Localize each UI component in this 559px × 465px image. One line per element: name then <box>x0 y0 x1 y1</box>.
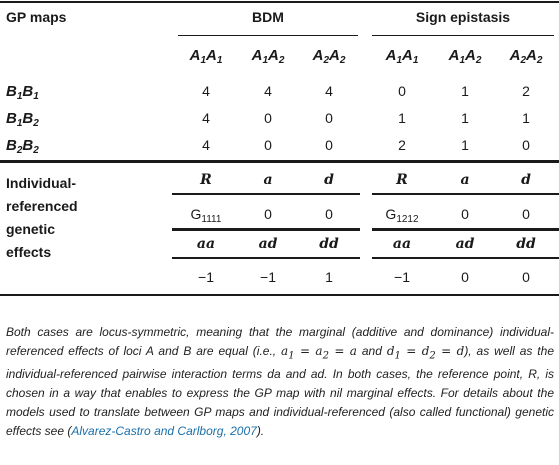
effect-symbol: d <box>324 172 334 188</box>
genotype-b-label: B1B1 <box>6 83 39 102</box>
footnote-text-4: ). <box>256 424 265 439</box>
group-sign-epistasis: Sign epistasis <box>415 9 511 25</box>
table-cell: 0 <box>522 137 530 153</box>
effects-label-line-2: referenced <box>6 198 78 214</box>
genotype-a-header: A2A2 <box>312 47 346 66</box>
genotype-a-header: A1A1 <box>385 47 419 66</box>
table-cell: 0 <box>325 110 333 126</box>
effect-symbol: dd <box>516 236 536 252</box>
effect-symbol: a <box>263 172 273 188</box>
effects-label-line-3: genetic <box>6 221 56 237</box>
footnote-text-2: and <box>356 344 387 358</box>
table-cell: 2 <box>398 137 406 153</box>
table-cell: 4 <box>264 83 272 99</box>
footnote-text-3: ), as well as the individual-referenced … <box>6 344 554 439</box>
effect-value: 1 <box>325 269 333 285</box>
effect-value: −1 <box>198 269 214 285</box>
effect-symbol: ad <box>455 236 475 252</box>
footnote-text-1: Both cases are locus-symmetric, meaning … <box>6 325 554 358</box>
table-cell: 0 <box>264 137 272 153</box>
effect-symbol: aa <box>196 236 216 252</box>
effects-rule-2a <box>172 228 360 231</box>
table-cell: 4 <box>325 83 333 99</box>
effects-label: Individual- referenced genetic effects <box>6 172 78 264</box>
effects-label-line-1: Individual- <box>6 175 76 191</box>
table-cell: 4 <box>202 83 210 99</box>
effect-symbol: R <box>396 172 408 188</box>
table-cell: 4 <box>202 110 210 126</box>
table-cell: 1 <box>461 110 469 126</box>
table-bottom-rule <box>0 294 559 296</box>
citation-link[interactable]: Alvarez-Castro and Carlborg, 2007 <box>71 424 257 439</box>
table-cell: 4 <box>202 137 210 153</box>
table-cell: 2 <box>522 83 530 99</box>
effect-value: 0 <box>264 206 272 222</box>
effect-value: 0 <box>522 206 530 222</box>
genotype-a-header: A1A2 <box>251 47 285 66</box>
effect-symbol: aa <box>392 236 412 252</box>
group-bdm: BDM <box>252 9 284 25</box>
effect-value: 0 <box>461 206 469 222</box>
effect-value: 0 <box>461 269 469 285</box>
table-top-rule <box>0 1 559 3</box>
effect-symbol: ad <box>258 236 278 252</box>
effect-symbol: a <box>460 172 470 188</box>
effects-rule-1a <box>172 193 360 195</box>
effect-symbol: dd <box>319 236 339 252</box>
effects-rule-1b <box>372 193 559 195</box>
footnote-math-d: d1 = d2 = d <box>386 344 465 362</box>
effects-rule-3b <box>372 257 559 259</box>
table-cell: 1 <box>461 83 469 99</box>
effects-label-line-4: effects <box>6 244 52 260</box>
genotype-b-label: B2B2 <box>6 137 39 156</box>
effect-symbol: d <box>521 172 531 188</box>
corner-label: GP maps <box>6 9 67 25</box>
effect-value: −1 <box>260 269 276 285</box>
table-cell: 0 <box>325 137 333 153</box>
sign-underline <box>372 35 554 36</box>
genotype-b-label: B1B2 <box>6 110 39 129</box>
genotype-a-header: A2A2 <box>509 47 543 66</box>
table-cell: 1 <box>398 110 406 126</box>
effect-symbol: R <box>200 172 212 188</box>
footnote-math-a: a1 = a2 = a <box>281 344 357 362</box>
effect-value: G1111 <box>190 206 222 225</box>
effect-value: G1212 <box>385 206 419 225</box>
bdm-underline <box>178 35 358 36</box>
effects-rule-3a <box>172 257 360 259</box>
effects-rule-2b <box>372 228 559 231</box>
table-cell: 1 <box>461 137 469 153</box>
section-divider <box>0 160 559 163</box>
table-cell: 0 <box>398 83 406 99</box>
table-cell: 1 <box>522 110 530 126</box>
effect-value: 0 <box>325 206 333 222</box>
genotype-a-header: A1A1 <box>189 47 223 66</box>
table-footnote: Both cases are locus-symmetric, meaning … <box>6 323 554 441</box>
table-cell: 0 <box>264 110 272 126</box>
effect-value: 0 <box>522 269 530 285</box>
effect-value: −1 <box>394 269 410 285</box>
genotype-a-header: A1A2 <box>448 47 482 66</box>
